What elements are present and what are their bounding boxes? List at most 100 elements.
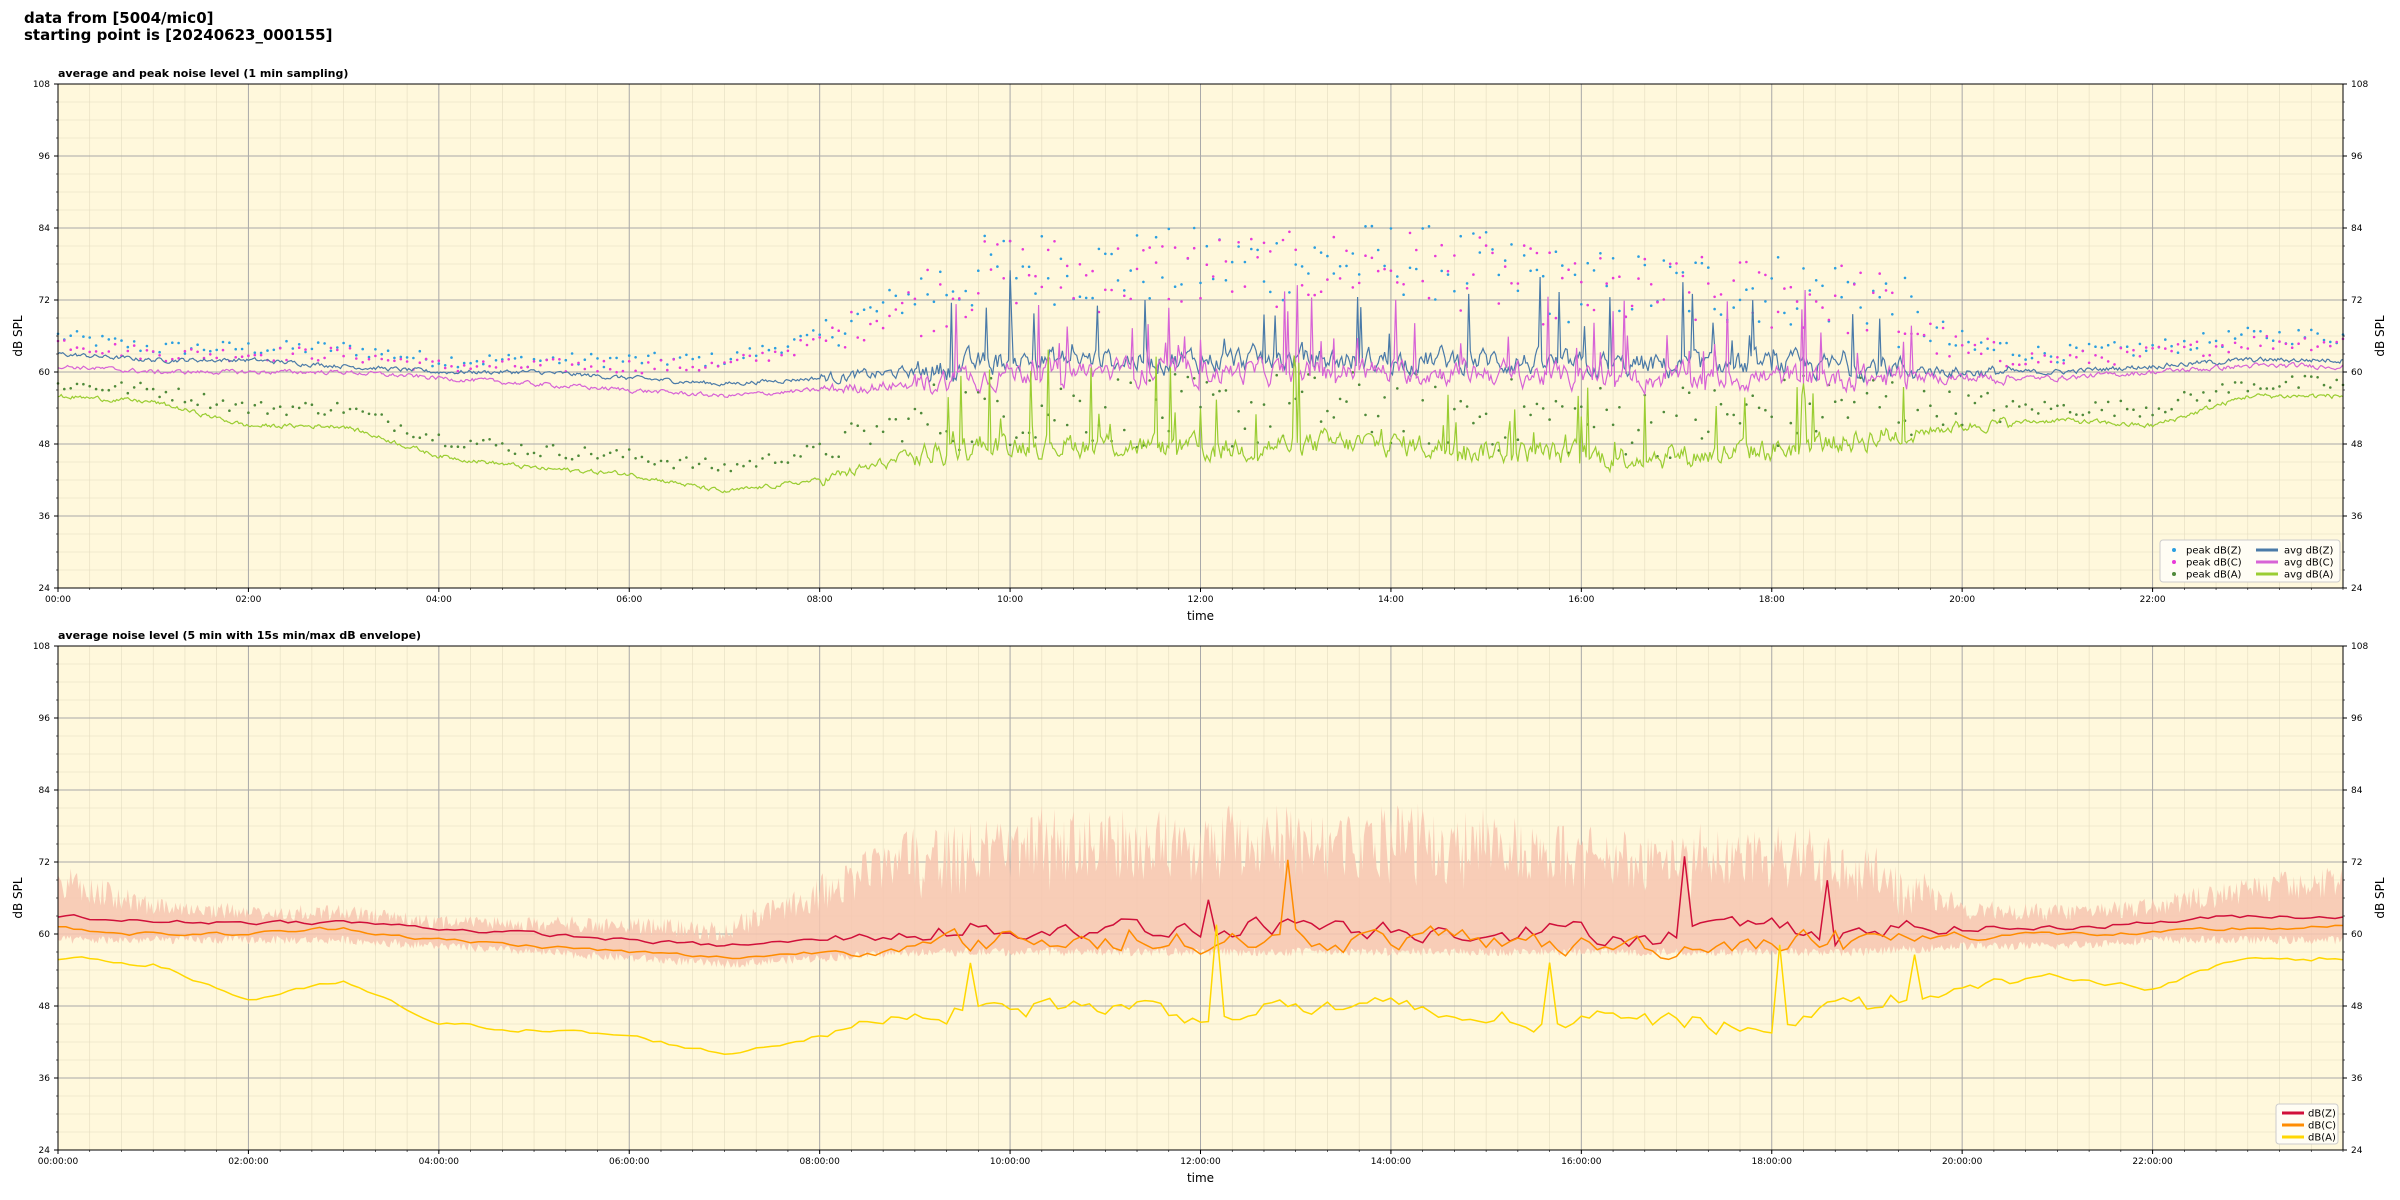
peak-point: [1929, 404, 1932, 408]
peak-point: [1878, 406, 1881, 409]
peak-point: [793, 353, 796, 357]
peak-point: [1675, 271, 1678, 275]
peak-point: [1224, 260, 1228, 263]
legend: peak dB(Z)peak dB(C)peak dB(A)avg dB(Z)a…: [2159, 539, 2341, 583]
peak-point: [1370, 256, 1374, 260]
peak-point: [418, 361, 422, 365]
peak-point: [2037, 412, 2040, 415]
peak-point: [1573, 262, 1577, 265]
peak-point: [627, 448, 631, 451]
peak-point: [1529, 247, 1532, 250]
peak-point: [2195, 346, 2199, 350]
peak-point: [907, 417, 910, 421]
peak-point: [228, 341, 231, 345]
peak-point: [247, 411, 250, 415]
peak-point: [1719, 402, 1723, 406]
peak-point: [824, 452, 828, 456]
peak-point: [82, 335, 85, 338]
peak-point: [1021, 431, 1025, 435]
peak-point: [2278, 385, 2281, 388]
peak-point: [786, 461, 790, 464]
peak-point: [336, 401, 339, 405]
peak-point: [1230, 260, 1234, 264]
peak-point: [729, 357, 733, 361]
peak-point: [989, 268, 993, 271]
peak-point: [919, 277, 923, 280]
peak-point: [2043, 400, 2046, 404]
peak-point: [970, 308, 974, 312]
peak-point: [900, 440, 904, 443]
peak-point: [1250, 237, 1253, 241]
peak-point: [1326, 254, 1329, 258]
peak-point: [450, 445, 453, 448]
peak-point: [888, 314, 891, 318]
peak-point: [659, 459, 663, 463]
peak-point: [2132, 408, 2135, 412]
peak-point: [2252, 329, 2256, 333]
peak-point: [545, 445, 548, 448]
peak-point: [462, 361, 466, 365]
peak-point: [177, 387, 180, 391]
chart-title: average noise level (5 min with 15s min/…: [58, 629, 421, 642]
peak-point: [666, 368, 669, 372]
peak-point: [672, 358, 675, 361]
peak-point: [2284, 380, 2288, 384]
peak-point: [1935, 352, 1939, 355]
peak-point: [799, 338, 802, 342]
peak-point: [2208, 399, 2211, 402]
peak-point: [1713, 307, 1716, 311]
peak-point: [1472, 232, 1475, 235]
peak-point: [1015, 436, 1018, 439]
peak-point: [1453, 289, 1456, 293]
peak-point: [183, 400, 187, 404]
peak-point: [2113, 414, 2116, 418]
peak-point: [1199, 281, 1202, 285]
peak-point: [1402, 429, 1405, 433]
peak-point: [164, 359, 168, 363]
peak-point: [1821, 415, 1824, 419]
peak-point: [1237, 245, 1240, 248]
peak-point: [2303, 374, 2307, 378]
peak-point: [1205, 263, 1209, 267]
peak-point: [367, 355, 371, 359]
peak-point: [418, 436, 422, 440]
peak-point: [1059, 387, 1063, 391]
peak-point: [1694, 261, 1697, 265]
peak-point: [316, 412, 320, 415]
peak-point: [1376, 414, 1380, 418]
peak-point: [94, 350, 98, 353]
peak-point: [69, 334, 72, 338]
peak-point: [634, 356, 637, 359]
peak-point: [2125, 407, 2129, 411]
y-tick-label-left: 96: [39, 152, 51, 162]
peak-point: [1668, 265, 1672, 269]
peak-point: [1472, 273, 1475, 276]
peak-point: [253, 353, 257, 357]
peak-point: [1059, 257, 1063, 261]
peak-point: [1713, 295, 1716, 299]
y-tick-label-left: 24: [39, 584, 51, 594]
peak-point: [1554, 250, 1558, 253]
peak-point: [596, 370, 599, 373]
peak-point: [2176, 343, 2180, 346]
peak-point: [1789, 323, 1793, 326]
peak-point: [272, 359, 276, 362]
peak-point: [1954, 412, 1958, 415]
peak-point: [1656, 300, 1659, 304]
peak-point: [754, 354, 758, 358]
y-tick-label-left: 108: [33, 80, 50, 90]
peak-point: [101, 388, 104, 392]
y-tick-label-right: 60: [2351, 368, 2363, 378]
peak-point: [361, 361, 365, 364]
peak-point: [1116, 279, 1120, 282]
peak-point: [482, 438, 485, 442]
y-tick-label-left: 96: [39, 714, 51, 724]
peak-point: [691, 357, 694, 361]
peak-point: [1072, 394, 1075, 398]
peak-point: [456, 369, 460, 373]
peak-point: [1910, 295, 1913, 298]
peak-point: [1948, 355, 1951, 358]
x-tick-label: 12:00: [1188, 595, 1214, 605]
peak-point: [183, 352, 187, 355]
peak-point: [2018, 354, 2021, 357]
